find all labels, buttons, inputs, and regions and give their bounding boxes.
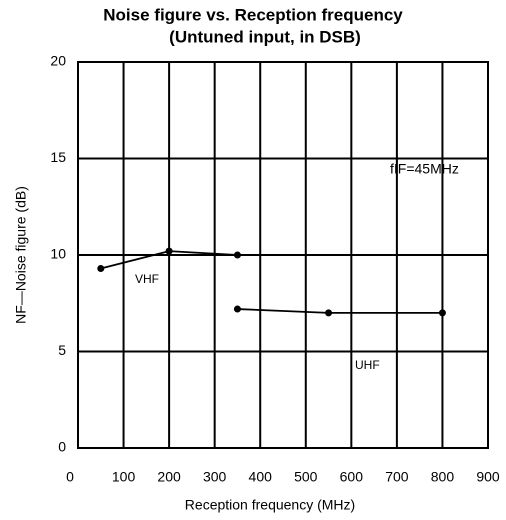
y-tick-label: 15 <box>50 149 66 165</box>
x-tick-label: 900 <box>476 469 500 485</box>
chart-subtitle: (Untuned input, in DSB) <box>169 27 361 46</box>
x-tick-label: 100 <box>112 469 136 485</box>
x-tick-label: 500 <box>294 469 318 485</box>
data-point <box>325 309 333 317</box>
data-point <box>233 305 241 313</box>
data-point <box>233 251 241 259</box>
y-tick-label: 20 <box>50 53 66 69</box>
x-tick-label: 200 <box>157 469 181 485</box>
series-label: UHF <box>355 358 380 372</box>
x-tick-label: 400 <box>249 469 273 485</box>
data-point <box>165 247 173 255</box>
x-tick-label: 300 <box>203 469 227 485</box>
chart-title: Noise figure vs. Reception frequency <box>103 5 403 24</box>
x-tick-label: 800 <box>431 469 455 485</box>
y-tick-label: 0 <box>58 439 66 455</box>
series-label: VHF <box>135 272 159 286</box>
data-point <box>438 309 446 317</box>
x-tick-label: 700 <box>385 469 409 485</box>
y-tick-label: 5 <box>58 342 66 358</box>
y-tick-label: 10 <box>50 246 66 262</box>
y-axis-label: NF—Noise figure (dB) <box>13 186 29 324</box>
series-line <box>237 308 443 314</box>
x-tick-label: 600 <box>340 469 364 485</box>
data-point <box>97 265 105 273</box>
annotation: fIF=45MHz <box>390 161 459 177</box>
x-axis-label: Reception frequency (MHz) <box>185 497 355 513</box>
x-tick-label: 0 <box>66 469 74 485</box>
